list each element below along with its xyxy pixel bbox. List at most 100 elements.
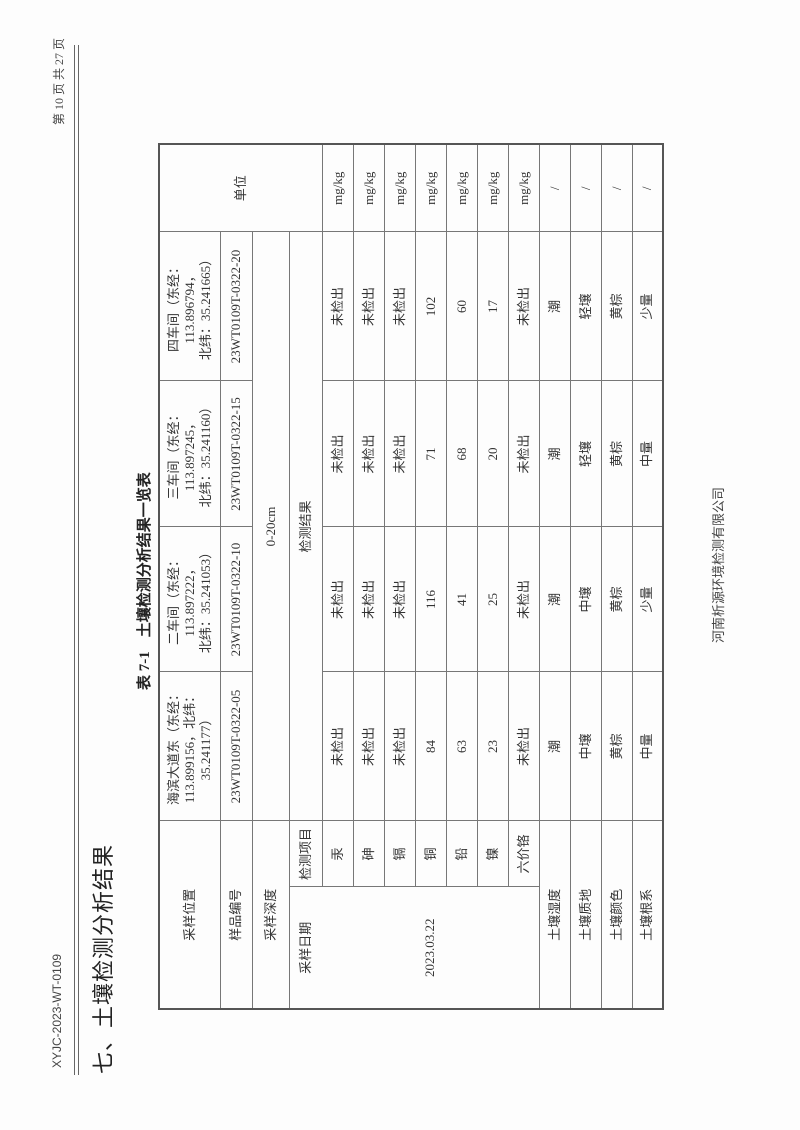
table-title-text: 土壤检测分析结果一览表	[137, 472, 153, 638]
result-value: 未检出	[322, 672, 353, 821]
result-value: 未检出	[508, 381, 539, 527]
company-name: 河南析源环境检测有限公司	[711, 487, 726, 644]
property-value: 中壤	[570, 672, 601, 821]
soil-results-table: 采样位置 海滨大道东（东经： 113.899156，北纬： 35.241177）…	[158, 143, 664, 1010]
property-value: 潮	[539, 527, 570, 672]
item-label: 检测项目	[289, 821, 322, 887]
analyte-row: 铜 84 116 71 102 mg/kg	[415, 144, 446, 1009]
document-code: XYJC-2023-WT-0109	[50, 953, 64, 1068]
result-value: 未检出	[508, 672, 539, 821]
analyte-name: 镍	[477, 821, 508, 887]
result-value: 41	[446, 527, 477, 672]
result-value: 未检出	[384, 527, 415, 672]
sample-id: 23WT0109T-0322-10	[220, 527, 252, 672]
analyte-name: 砷	[353, 821, 384, 887]
result-value: 未检出	[322, 381, 353, 527]
property-value: 潮	[539, 381, 570, 527]
result-value: 未检出	[353, 381, 384, 527]
result-value: 未检出	[322, 527, 353, 672]
sample-location: 二车间（东经： 113.897222， 北纬：35.241053）	[159, 527, 220, 672]
analyte-name: 镉	[384, 821, 415, 887]
unit-header: 单位	[159, 144, 322, 232]
table-title: 表 7-1 土壤检测分析结果一览表	[133, 458, 154, 690]
result-value: 102	[415, 232, 446, 381]
result-value: 84	[415, 672, 446, 821]
unit-value: mg/kg	[415, 144, 446, 232]
header-rule	[74, 45, 79, 1075]
sample-location: 四车间（东经： 113.896794， 北纬：35.241665）	[159, 232, 220, 381]
result-value: 未检出	[384, 381, 415, 527]
property-row: 土壤根系 中量 少量 中量 少量 /	[632, 144, 663, 1009]
result-value: 68	[446, 381, 477, 527]
analyte-name: 铜	[415, 821, 446, 887]
unit-value: /	[632, 144, 663, 232]
property-name: 土壤颜色	[601, 821, 632, 1009]
result-value: 未检出	[508, 527, 539, 672]
unit-value: mg/kg	[508, 144, 539, 232]
sample-no-label: 样品编号	[220, 821, 252, 1009]
result-value: 未检出	[322, 232, 353, 381]
property-row: 土壤颜色 黄棕 黄棕 黄棕 黄棕 /	[601, 144, 632, 1009]
analyte-row: 六价铬 未检出 未检出 未检出 未检出 mg/kg	[508, 144, 539, 1009]
result-value: 116	[415, 527, 446, 672]
analyte-name: 铅	[446, 821, 477, 887]
analyte-name: 六价铬	[508, 821, 539, 887]
property-row: 土壤湿度潮潮潮潮 /	[539, 144, 570, 1009]
date-label: 采样日期	[289, 887, 322, 1009]
sample-id: 23WT0109T-0322-20	[220, 232, 252, 381]
analyte-row: 砷未检出 未检出 未检出 未检出 mg/kg	[353, 144, 384, 1009]
unit-value: mg/kg	[384, 144, 415, 232]
depth-label: 采样深度	[252, 821, 289, 1009]
analyte-name: 汞	[322, 821, 353, 887]
unit-value: /	[539, 144, 570, 232]
property-value: 黄棕	[601, 232, 632, 381]
property-value: 少量	[632, 232, 663, 381]
depth-value: 0-20cm	[252, 232, 289, 821]
property-name: 土壤质地	[570, 821, 601, 1009]
result-value: 未检出	[384, 232, 415, 381]
sample-location: 海滨大道东（东经： 113.899156，北纬： 35.241177）	[159, 672, 220, 821]
property-value: 黄棕	[601, 381, 632, 527]
property-row: 土壤质地 中壤 中壤 轻壤 轻壤 /	[570, 144, 601, 1009]
unit-value: mg/kg	[446, 144, 477, 232]
property-value: 中量	[632, 381, 663, 527]
result-header: 检测结果	[289, 232, 322, 821]
property-value: 黄棕	[601, 527, 632, 672]
property-value: 黄棕	[601, 672, 632, 821]
property-value: 中壤	[570, 527, 601, 672]
table-number: 表 7-1	[137, 651, 153, 690]
property-name: 土壤湿度	[539, 821, 570, 1009]
result-value: 25	[477, 527, 508, 672]
result-value: 71	[415, 381, 446, 527]
result-header-row: 采样日期 检测项目 检测结果	[289, 144, 322, 1009]
property-value: 轻壤	[570, 232, 601, 381]
property-value: 潮	[539, 232, 570, 381]
result-value: 60	[446, 232, 477, 381]
result-value: 17	[477, 232, 508, 381]
unit-value: /	[570, 144, 601, 232]
analyte-row: 镍 23 25 20 17 mg/kg	[477, 144, 508, 1009]
property-value: 少量	[632, 527, 663, 672]
result-value: 23	[477, 672, 508, 821]
page-number: 第 10 页 共 27 页	[52, 37, 66, 125]
section-heading: 七、土壤检测分析结果	[91, 843, 116, 1074]
unit-value: mg/kg	[322, 144, 353, 232]
unit-value: /	[601, 144, 632, 232]
property-value: 潮	[539, 672, 570, 821]
analyte-row: 2023.03.22 汞未检出 未检出 未检出 未检出 mg/kg	[322, 144, 539, 1009]
sample-id-row: 样品编号 23WT0109T-0322-05 23WT0109T-0322-10…	[220, 144, 252, 1009]
property-value: 轻壤	[570, 381, 601, 527]
result-value: 20	[477, 381, 508, 527]
location-label: 采样位置	[159, 821, 220, 1009]
result-value: 未检出	[353, 232, 384, 381]
result-value: 未检出	[353, 527, 384, 672]
result-value: 未检出	[384, 672, 415, 821]
sampling-date: 2023.03.22	[322, 887, 539, 1009]
sample-location: 三车间（东经： 113.897245， 北纬：35.241160）	[159, 381, 220, 527]
unit-value: mg/kg	[353, 144, 384, 232]
property-value: 中量	[632, 672, 663, 821]
result-value: 未检出	[508, 232, 539, 381]
property-name: 土壤根系	[632, 821, 663, 1009]
sample-id: 23WT0109T-0322-15	[220, 381, 252, 527]
